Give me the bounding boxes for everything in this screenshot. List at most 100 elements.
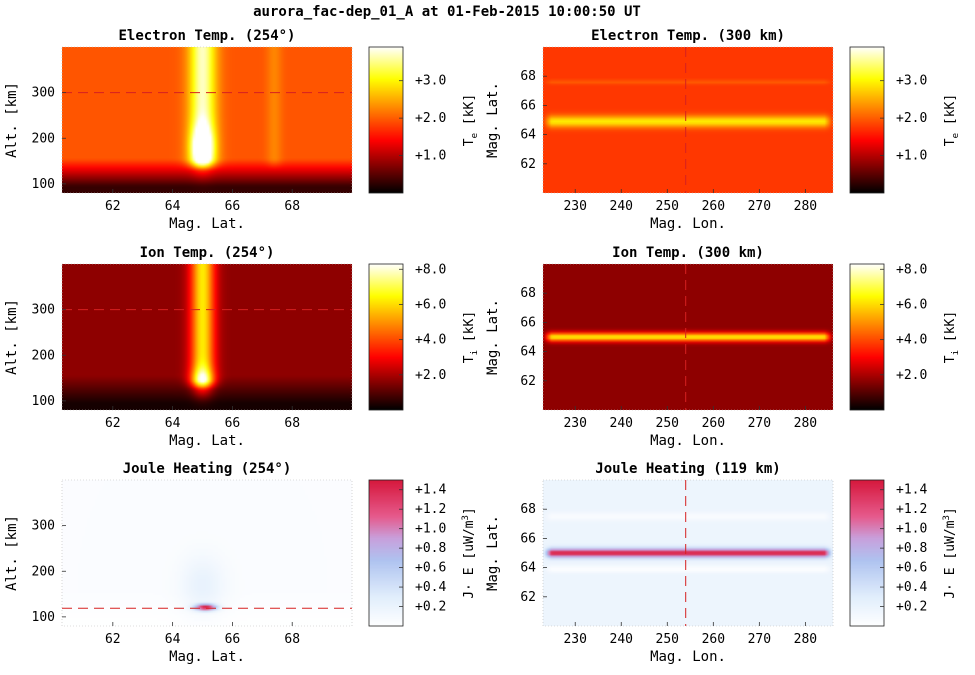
colorbar-frame <box>368 46 404 194</box>
colorbar-tick-label: +8.0 <box>415 262 446 277</box>
plot-frame <box>61 46 353 194</box>
x-tick-label: 68 <box>284 632 300 647</box>
y-tick-label: 64 <box>520 561 536 576</box>
heatmap-panel: Joule Heating (119 km) 230 240 250 260 270 280… <box>485 461 958 665</box>
colorbar-tick-label: +2.0 <box>896 111 927 126</box>
heatmap-image <box>543 264 833 410</box>
y-tick-label: 66 <box>520 98 536 113</box>
y-axis-label: Alt. [km] <box>4 299 20 375</box>
colorbar-tick-label: +6.0 <box>415 297 446 312</box>
colorbar <box>369 47 403 193</box>
colorbar-tick-label: +1.0 <box>896 522 927 537</box>
colorbar-tick-label: +0.4 <box>896 580 927 595</box>
x-tick-label: 280 <box>794 199 817 214</box>
x-tick-label: 230 <box>563 632 586 647</box>
heatmap-panel: Joule Heating (254°) 62 64 66 68 100 200 300 Mag… <box>4 461 477 665</box>
y-tick-label: 64 <box>520 128 536 143</box>
x-tick-label: 250 <box>656 632 679 647</box>
x-axis-label: Mag. Lon. <box>650 216 726 232</box>
colorbar-tick-label: +1.2 <box>415 502 446 517</box>
y-tick-label: 68 <box>520 286 536 301</box>
x-tick-label: 240 <box>610 632 633 647</box>
x-tick-label: 250 <box>656 199 679 214</box>
x-tick-label: 68 <box>284 416 300 431</box>
colorbar-tick-label: +1.4 <box>896 483 927 498</box>
y-tick-label: 64 <box>520 345 536 360</box>
panel-title: Joule Heating (254°) <box>123 461 292 477</box>
heatmap-image <box>62 47 352 193</box>
panel-title: Electron Temp. (254°) <box>118 28 295 44</box>
y-axis-label: Mag. Lat. <box>485 82 501 158</box>
y-tick-label: 100 <box>32 394 55 409</box>
colorbar-tick-label: +1.2 <box>896 502 927 517</box>
colorbar-tick-label: +0.6 <box>415 561 446 576</box>
colorbar-tick-label: +1.0 <box>415 522 446 537</box>
colorbar-frame <box>368 479 404 627</box>
x-tick-label: 62 <box>105 416 121 431</box>
y-tick-label: 300 <box>32 86 55 101</box>
colorbar-tick-label: +1.0 <box>415 149 446 164</box>
heatmap-image <box>62 264 352 410</box>
colorbar <box>850 480 884 626</box>
colorbar-tick-label: +2.0 <box>415 368 446 383</box>
panel-title: Ion Temp. (300 km) <box>612 245 764 261</box>
y-tick-label: 68 <box>520 502 536 517</box>
plot-frame <box>542 479 834 627</box>
x-axis-label: Mag. Lat. <box>169 649 245 665</box>
y-tick-label: 68 <box>520 69 536 84</box>
x-tick-label: 62 <box>105 199 121 214</box>
colorbar-tick-label: +3.0 <box>415 74 446 89</box>
y-tick-label: 300 <box>32 519 55 534</box>
colorbar <box>369 264 403 410</box>
colorbar-tick-label: +3.0 <box>896 74 927 89</box>
y-axis-label: Alt. [km] <box>4 82 20 158</box>
x-axis-label: Mag. Lon. <box>650 649 726 665</box>
y-tick-label: 200 <box>32 348 55 363</box>
colorbar-tick-label: +0.2 <box>415 600 446 615</box>
x-tick-label: 68 <box>284 199 300 214</box>
colorbar-tick-label: +6.0 <box>896 297 927 312</box>
colorbar-tick-label: +0.8 <box>415 541 446 556</box>
heatmap-panel: Ion Temp. (254°) 62 64 66 68 100 200 300 Mag. La… <box>4 245 480 449</box>
heatmap-panel: Electron Temp. (300 km) 230 240 250 260 270 28… <box>485 28 961 232</box>
y-tick-label: 62 <box>520 590 536 605</box>
colorbar-label: Te [kK] <box>462 94 480 146</box>
colorbar-tick-label: +2.0 <box>896 368 927 383</box>
y-tick-label: 66 <box>520 315 536 330</box>
heatmap-image <box>543 480 833 626</box>
heatmap-image <box>62 480 352 626</box>
colorbar-frame <box>849 479 885 627</box>
x-tick-label: 64 <box>165 199 181 214</box>
colorbar <box>369 480 403 626</box>
figure-title: aurora_fac-dep_01_A at 01-Feb-2015 10:00… <box>253 4 641 20</box>
y-tick-label: 66 <box>520 531 536 546</box>
x-axis-label: Mag. Lon. <box>650 433 726 449</box>
y-tick-label: 300 <box>32 303 55 318</box>
colorbar-tick-label: +0.6 <box>896 561 927 576</box>
x-axis-label: Mag. Lat. <box>169 433 245 449</box>
plot-frame <box>542 46 834 194</box>
x-tick-label: 230 <box>563 199 586 214</box>
x-tick-label: 250 <box>656 416 679 431</box>
heatmap-panel: Ion Temp. (300 km) 230 240 250 260 270 280 62 64… <box>485 245 961 449</box>
colorbar-tick-label: +4.0 <box>415 333 446 348</box>
y-axis-label: Mag. Lat. <box>485 515 501 591</box>
colorbar-tick-label: +2.0 <box>415 111 446 126</box>
x-tick-label: 260 <box>702 199 725 214</box>
panel-title: Joule Heating (119 km) <box>595 461 780 477</box>
y-tick-label: 100 <box>32 610 55 625</box>
x-tick-label: 62 <box>105 632 121 647</box>
heatmap-image <box>543 47 833 193</box>
panel-title: Electron Temp. (300 km) <box>591 28 785 44</box>
x-tick-label: 230 <box>563 416 586 431</box>
panel-title: Ion Temp. (254°) <box>140 245 275 261</box>
x-tick-label: 64 <box>165 416 181 431</box>
x-tick-label: 240 <box>610 416 633 431</box>
colorbar-label: J· E [uW/m3] <box>461 507 477 599</box>
colorbar-label: J· E [uW/m3] <box>942 507 958 599</box>
colorbar-frame <box>849 263 885 411</box>
x-tick-label: 270 <box>748 199 771 214</box>
x-tick-label: 260 <box>702 632 725 647</box>
colorbar-label: Te [kK] <box>943 94 961 146</box>
